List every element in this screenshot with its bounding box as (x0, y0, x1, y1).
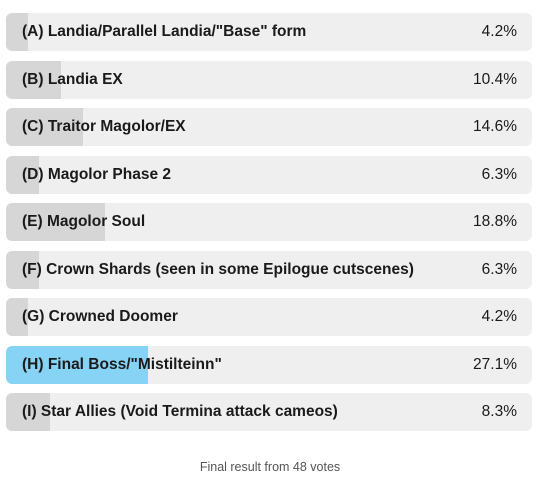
option-percent: 8.3% (481, 403, 517, 420)
option-label: (F) Crown Shards (seen in some Epilogue … (22, 260, 414, 278)
vote-bar (6, 393, 50, 431)
vote-bar (6, 108, 83, 146)
vote-bar (6, 60, 61, 99)
poll-option-b[interactable]: (B) Landia EX 10.4% (6, 60, 532, 99)
vote-bar (6, 250, 39, 289)
option-percent: 4.2% (481, 23, 517, 40)
vote-bar (6, 345, 148, 384)
vote-bar (6, 155, 39, 194)
option-percent: 6.3% (481, 260, 517, 278)
poll-option-d[interactable]: (D) Magolor Phase 2 6.3% (6, 155, 532, 194)
vote-bar (6, 13, 28, 51)
option-label: (G) Crowned Doomer (22, 308, 178, 325)
poll-option-e[interactable]: (E) Magolor Soul 18.8% (6, 203, 532, 241)
vote-bar (6, 298, 28, 336)
poll-option-a[interactable]: (A) Landia/Parallel Landia/"Base" form 4… (6, 13, 532, 51)
option-label: (E) Magolor Soul (22, 213, 146, 230)
poll-option-c[interactable]: (C) Traitor Magolor/EX 14.6% (6, 108, 532, 146)
option-label: (B) Landia EX (22, 70, 123, 88)
poll-option-h[interactable]: (H) Final Boss/"Mistilteinn" 27.1% (6, 345, 532, 384)
option-label: (C) Traitor Magolor/EX (22, 118, 186, 135)
poll-option-g[interactable]: (G) Crowned Doomer 4.2% (6, 298, 532, 336)
poll-option-i[interactable]: (I) Star Allies (Void Termina attack cam… (6, 393, 532, 431)
poll-footer: Final result from 48 votes (199, 460, 341, 474)
poll-results: (A) Landia/Parallel Landia/"Base" form 4… (6, 13, 532, 441)
option-percent: 27.1% (473, 355, 517, 373)
option-percent: 10.4% (473, 70, 517, 88)
option-percent: 6.3% (481, 165, 517, 183)
vote-bar (6, 203, 105, 241)
poll-option-f[interactable]: (F) Crown Shards (seen in some Epilogue … (6, 250, 532, 289)
option-label: (I) Star Allies (Void Termina attack cam… (22, 403, 338, 420)
option-label: (A) Landia/Parallel Landia/"Base" form (22, 23, 307, 40)
option-label: (D) Magolor Phase 2 (22, 165, 171, 183)
option-percent: 4.2% (481, 308, 517, 325)
option-percent: 18.8% (473, 213, 517, 230)
option-label: (H) Final Boss/"Mistilteinn" (22, 355, 222, 373)
option-percent: 14.6% (473, 118, 517, 135)
